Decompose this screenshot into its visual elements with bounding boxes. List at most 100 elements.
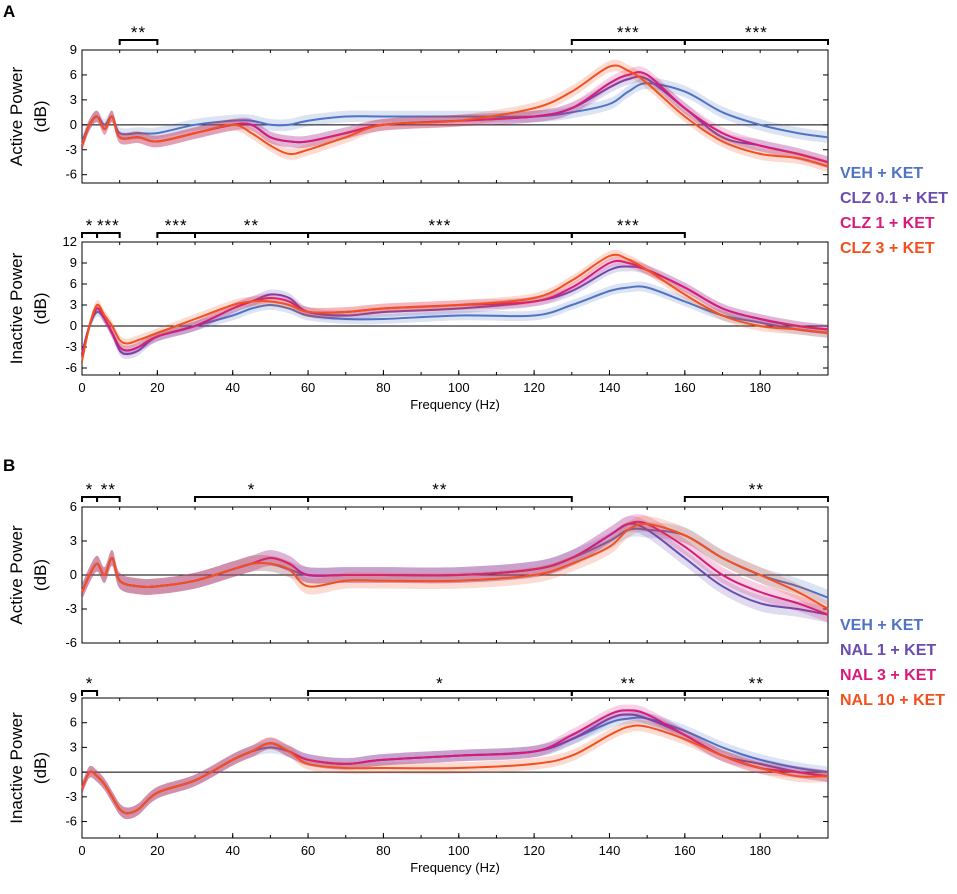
y-tick-label: 6	[70, 499, 77, 514]
y-tick-label: -3	[65, 339, 77, 354]
y-tick-label: -3	[65, 142, 77, 157]
y-tick-label: 9	[70, 42, 77, 57]
series-error-band	[82, 66, 828, 168]
significance-bar	[81, 690, 99, 696]
series-error-band	[82, 719, 828, 820]
series-error-band	[82, 261, 828, 359]
significance-label: ***	[617, 23, 640, 42]
series-line-3	[81, 259, 829, 355]
y-tick-label: 3	[70, 739, 77, 754]
x-tick-label: 80	[376, 380, 390, 395]
series-error-band	[82, 515, 828, 617]
x-tick-label: 20	[150, 380, 164, 395]
legend-b-item-2: NAL 1 + KET	[840, 642, 936, 659]
legend-a-item-2: CLZ 0.1 + KET	[840, 190, 948, 207]
significance-bar	[96, 496, 121, 502]
x-tick-label: 140	[599, 380, 621, 395]
y-axis-unit: (dB)	[31, 100, 50, 132]
x-tick-label: 140	[599, 843, 621, 858]
x-tick-label: 0	[78, 380, 85, 395]
y-axis-label: Active Power	[7, 525, 26, 625]
y-tick-label: 0	[70, 567, 77, 582]
legend-a-item-1: VEH + KET	[840, 165, 923, 182]
y-tick-label: 9	[70, 255, 77, 270]
significance-label: **	[621, 674, 636, 693]
series-error-band	[82, 520, 828, 606]
y-axis-label: Active Power	[7, 67, 26, 167]
series-error-band	[82, 249, 828, 366]
significance-label: **	[749, 480, 764, 499]
significance-label: *	[248, 480, 256, 499]
series-line-4	[81, 724, 829, 815]
y-tick-label: 3	[70, 92, 77, 107]
series-error-band	[82, 59, 828, 173]
x-tick-label: 0	[78, 843, 85, 858]
x-tick-label: 20	[150, 843, 164, 858]
y-tick-label: 3	[70, 297, 77, 312]
legend-b-item-3: NAL 3 + KET	[840, 667, 936, 684]
series-line-4	[81, 64, 829, 168]
y-tick-label: 6	[70, 715, 77, 730]
legend-panel-b: VEH + KET NAL 1 + KET NAL 3 + KET NAL 10…	[840, 617, 945, 709]
significance-label: *	[436, 674, 444, 693]
significance-bar	[307, 496, 573, 502]
significance-label: ***	[97, 216, 120, 235]
significance-label: *	[86, 480, 94, 499]
x-axis-label: Frequency (Hz)	[410, 397, 500, 412]
series-line-3	[81, 709, 829, 815]
series-error-band	[82, 704, 828, 820]
y-tick-label: 6	[70, 67, 77, 82]
x-tick-label: 60	[301, 380, 315, 395]
significance-label: **	[244, 216, 259, 235]
significance-bar	[683, 496, 829, 502]
y-tick-label: -6	[65, 635, 77, 650]
y-tick-label: 0	[70, 117, 77, 132]
x-tick-label: 160	[674, 380, 696, 395]
significance-label: ***	[165, 216, 188, 235]
plot-frame	[81, 697, 829, 839]
y-tick-label: -3	[65, 789, 77, 804]
significance-label: ***	[617, 216, 640, 235]
y-axis-label: Inactive Power	[7, 712, 26, 824]
x-tick-label: 160	[674, 843, 696, 858]
y-tick-label: 9	[70, 690, 77, 705]
y-tick-label: 3	[70, 533, 77, 548]
significance-bar	[683, 690, 829, 696]
y-axis-label: Inactive Power	[7, 252, 26, 364]
y-tick-label: -6	[65, 814, 77, 829]
series-error-band	[82, 708, 828, 820]
y-tick-label: -6	[65, 167, 77, 182]
significance-label: *	[86, 674, 94, 693]
series-error-band	[82, 513, 828, 623]
x-tick-label: 120	[523, 380, 545, 395]
x-tick-label: 100	[448, 843, 470, 858]
y-tick-label: -3	[65, 601, 77, 616]
legend-a-item-4: CLZ 3 + KET	[840, 240, 935, 257]
significance-bar	[683, 39, 829, 45]
y-tick-label: 0	[70, 764, 77, 779]
x-axis-label: Frequency (Hz)	[410, 860, 500, 875]
significance-label: **	[101, 480, 116, 499]
significance-label: ***	[428, 216, 451, 235]
significance-bar	[118, 39, 159, 45]
series-error-band	[82, 70, 828, 168]
legend-panel-a: VEH + KET CLZ 0.1 + KET CLZ 1 + KET CLZ …	[840, 165, 948, 257]
significance-label: **	[749, 674, 764, 693]
x-tick-label: 80	[376, 843, 390, 858]
significance-bar	[570, 232, 686, 238]
panel-label-a: A	[3, 2, 15, 21]
series-error-band	[82, 711, 828, 820]
legend-a-item-3: CLZ 1 + KET	[840, 215, 935, 232]
y-axis-unit: (dB)	[31, 292, 50, 324]
x-tick-label: 120	[523, 843, 545, 858]
significance-bar	[96, 232, 121, 238]
series-line-4	[81, 522, 829, 610]
x-tick-label: 60	[301, 843, 315, 858]
series-error-band	[82, 255, 828, 359]
panel-label-b: B	[3, 456, 15, 475]
y-axis-unit: (dB)	[31, 752, 50, 784]
